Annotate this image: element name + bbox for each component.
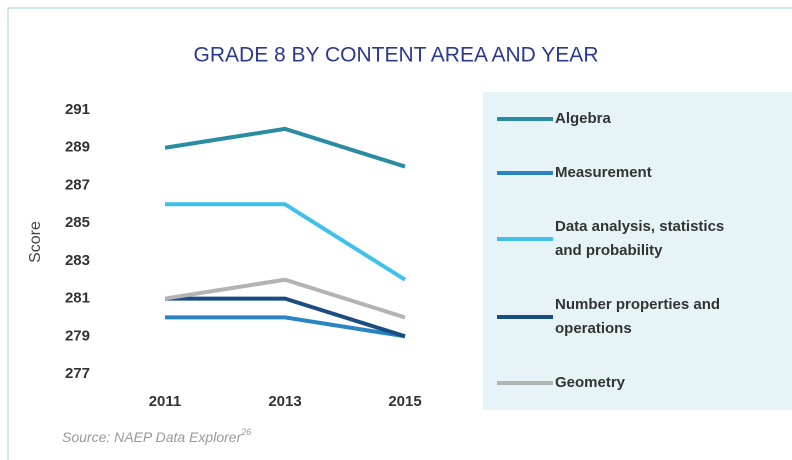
source-ref: 26 bbox=[240, 427, 251, 437]
legend-label: Algebra bbox=[555, 110, 611, 127]
legend: Algebra Measurement Data analysis, statist… bbox=[483, 92, 792, 410]
legend-swatch bbox=[497, 237, 553, 241]
legend-item: Algebra bbox=[483, 107, 792, 131]
source: Source: NAEP Data Explorer26 bbox=[62, 427, 251, 444]
y-tick-label: 289 bbox=[65, 139, 90, 156]
series-line bbox=[165, 315, 406, 339]
x-tick-label: 2015 bbox=[388, 393, 421, 410]
legend-label: Number properties and operations bbox=[555, 296, 721, 337]
x-tick-label: 2011 bbox=[149, 393, 182, 410]
legend-item: Geometry bbox=[483, 371, 792, 395]
legend-label: Geometry bbox=[555, 374, 626, 391]
series-line bbox=[164, 277, 406, 320]
legend-item: Data analysis, statistics and probabilit… bbox=[483, 215, 792, 263]
legend-swatch bbox=[497, 117, 553, 121]
series-line bbox=[165, 202, 407, 282]
legend-item: Number properties and operations bbox=[483, 293, 792, 341]
legend-swatch bbox=[497, 315, 553, 319]
legend-swatch bbox=[497, 171, 553, 175]
y-tick-label: 277 bbox=[65, 365, 90, 382]
y-tick-label: 283 bbox=[65, 252, 90, 269]
legend-label: Data analysis, statistics and probabilit… bbox=[555, 218, 725, 259]
chart-title: GRADE 8 BY CONTENT AREA AND YEAR bbox=[194, 44, 599, 67]
y-tick-label: 281 bbox=[65, 290, 90, 307]
y-tick-label: 285 bbox=[65, 214, 90, 231]
legend-swatch bbox=[497, 381, 553, 385]
y-tick-label: 291 bbox=[65, 101, 90, 118]
y-tick-label: 287 bbox=[65, 176, 90, 193]
source-text: Source: NAEP Data Explorer bbox=[62, 429, 243, 445]
y-tick-label: 279 bbox=[65, 327, 90, 344]
legend-item: Measurement bbox=[483, 161, 792, 185]
series-line bbox=[165, 296, 406, 339]
legend-label: Measurement bbox=[555, 164, 652, 181]
series-line bbox=[164, 126, 406, 169]
y-axis-label: Score bbox=[27, 221, 44, 263]
x-tick-label: 2013 bbox=[268, 393, 301, 410]
